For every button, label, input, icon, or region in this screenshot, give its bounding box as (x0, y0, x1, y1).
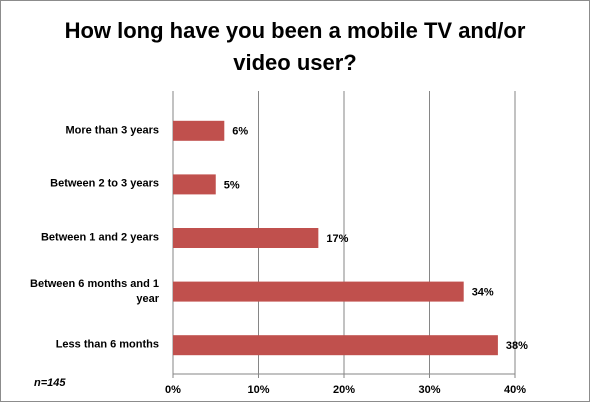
bar (173, 281, 464, 302)
value-label: 5% (224, 179, 240, 191)
x-tick-label: 40% (504, 384, 526, 396)
y-tick-label: Between 2 to 3 years (50, 177, 159, 190)
value-label: 34% (472, 287, 494, 299)
y-tick-label: Less than 6 months (55, 338, 159, 351)
sample-note: n=145 (34, 377, 66, 389)
bar (173, 228, 319, 248)
value-label: 17% (326, 233, 348, 245)
x-tick-label: 10% (247, 384, 269, 396)
y-tick-label: More than 3 years (65, 124, 159, 137)
value-label: 6% (232, 126, 248, 138)
value-label: 38% (506, 340, 528, 352)
bar (173, 335, 498, 356)
bar (173, 174, 216, 195)
x-tick-label: 0% (165, 384, 181, 396)
y-tick-label: Between 1 and 2 years (40, 231, 159, 244)
y-tick-label: Between 6 months and 1 year (30, 277, 159, 305)
bar (173, 120, 225, 141)
chart-title: How long have you been a mobile TV and/o… (64, 18, 526, 75)
x-tick-label: 20% (333, 384, 355, 396)
x-tick-label: 30% (418, 384, 440, 396)
